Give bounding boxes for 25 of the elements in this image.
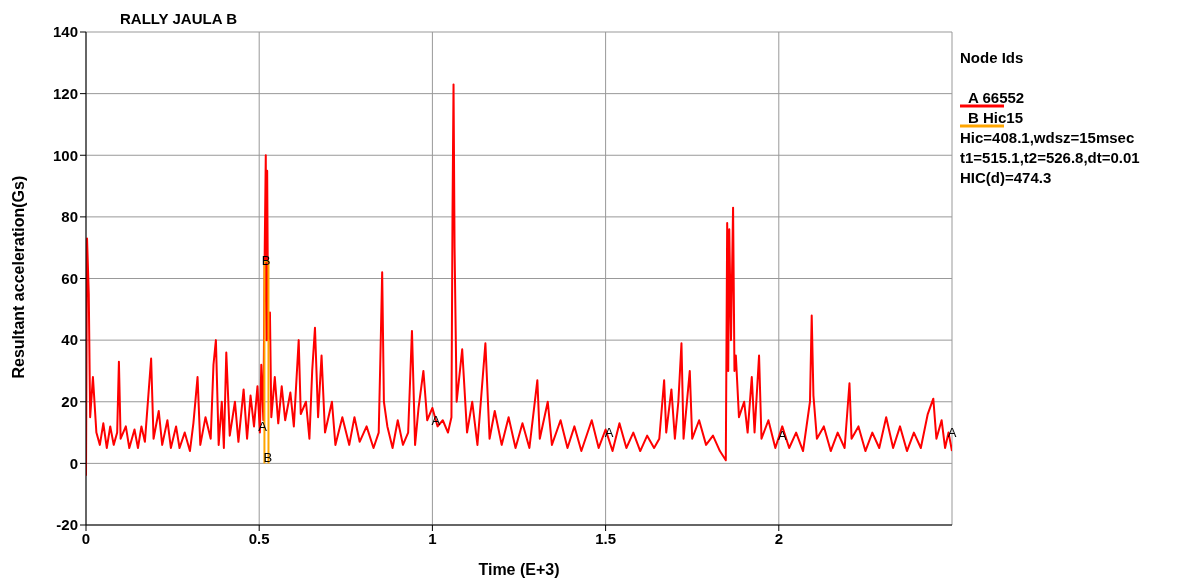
annotation: A bbox=[947, 425, 957, 441]
annotation: B bbox=[263, 449, 273, 465]
y-tick-label: 40 bbox=[61, 331, 78, 349]
text: A 66552 bbox=[967, 89, 1025, 106]
chart-title: RALLY JAULA B bbox=[120, 10, 237, 27]
x-tick-label: 2 bbox=[774, 529, 783, 547]
y-tick-label: 100 bbox=[52, 146, 78, 164]
y-tick-label: 140 bbox=[52, 23, 78, 41]
x-tick-label: 1 bbox=[428, 529, 437, 547]
text: HIC(d)=474.3 bbox=[960, 168, 1053, 188]
x-axis-title: Time (E+3) bbox=[478, 561, 560, 578]
y-tick-label: 60 bbox=[61, 269, 78, 287]
y-axis-title: Resultant acceleration(Gs) bbox=[9, 175, 27, 379]
y-tick-label: 120 bbox=[52, 84, 78, 102]
y-tick-label: 80 bbox=[61, 208, 78, 226]
y-tick-label: -20 bbox=[56, 516, 78, 534]
text: t1=515.1,t2=526.8,dt=0.01 bbox=[960, 148, 1140, 168]
x-tick-label: 0 bbox=[81, 529, 91, 547]
x-tick-label: 0.5 bbox=[248, 529, 270, 547]
y-tick-label: 0 bbox=[69, 454, 78, 472]
text: B Hic15 bbox=[967, 109, 1024, 126]
text: Hic=408.1,wdsz=15msec bbox=[960, 128, 1136, 148]
y-tick-label: 20 bbox=[61, 393, 78, 411]
legend-title: Node Ids bbox=[960, 48, 1025, 68]
x-tick-label: 1.5 bbox=[595, 529, 617, 547]
